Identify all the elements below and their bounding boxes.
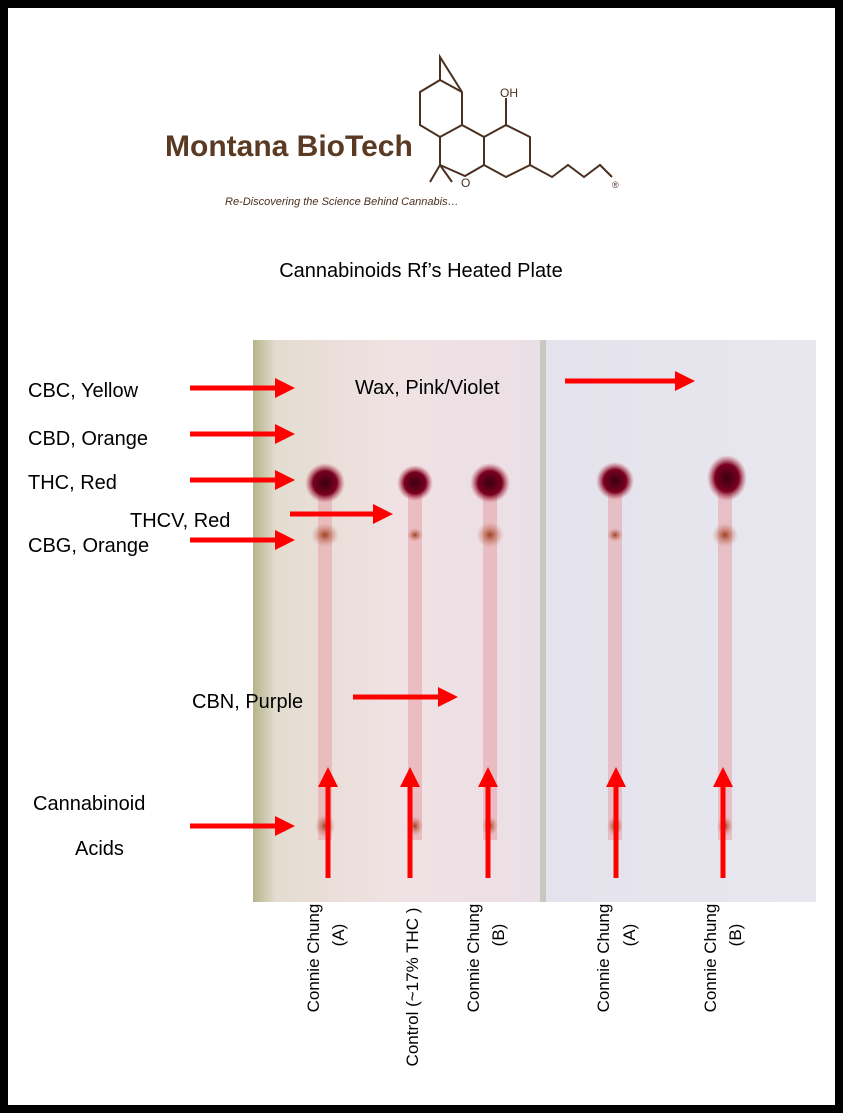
label: THC, Red [28, 472, 117, 494]
arrows [190, 371, 733, 878]
lane-label: (A) [620, 924, 639, 947]
lane-label: Connie Chung [304, 904, 323, 1013]
label: Cannabinoid [33, 793, 145, 815]
molecule [419, 53, 613, 183]
tlc-plate [253, 340, 816, 902]
label: THCV, Red [130, 510, 230, 532]
label: Wax, Pink/Violet [355, 377, 500, 399]
lane-label: (B) [489, 924, 508, 947]
title: Cannabinoids Rf’s Heated Plate [279, 260, 563, 282]
lane-label: Connie Chung [594, 904, 613, 1013]
label: CBG, Orange [28, 535, 149, 557]
lane-label: Connie Chung [464, 904, 483, 1013]
label: CBC, Yellow [28, 380, 139, 402]
lane-label: Connie Chung [701, 904, 720, 1013]
lane-label: (B) [726, 924, 745, 947]
registered: ® [612, 180, 619, 190]
lane-label: Control (~17% THC ) [403, 908, 422, 1067]
label: CBD, Orange [28, 428, 148, 450]
label: CBN, Purple [192, 691, 303, 713]
logo-tagline: Re-Discovering the Science Behind Cannab… [225, 196, 459, 208]
molecule-oh: OH [500, 86, 518, 100]
molecule-o: O [461, 176, 470, 190]
label: Acids [75, 838, 124, 860]
lane-label: (A) [329, 924, 348, 947]
logo-name: Montana BioTech [165, 130, 413, 163]
